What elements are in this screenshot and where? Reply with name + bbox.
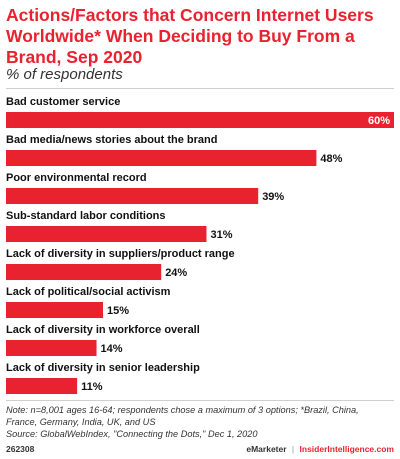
value-label: 48% — [320, 153, 342, 165]
note-line-1: Note: n=8,001 ages 16-64; respondents ch… — [6, 405, 359, 415]
top-divider — [6, 88, 394, 89]
value-label: 39% — [262, 191, 284, 203]
value-label: 11% — [81, 381, 103, 393]
category-label: Lack of diversity in suppliers/product r… — [6, 248, 235, 260]
value-label: 60% — [368, 115, 390, 127]
category-label: Lack of diversity in senior leadership — [6, 362, 200, 374]
bar — [6, 112, 394, 128]
bar — [6, 188, 259, 204]
brand-site: InsiderIntelligence.com — [299, 444, 394, 454]
source-line: Source: GlobalWebIndex, "Connecting the … — [6, 429, 258, 439]
chart-subtitle: % of respondents — [6, 66, 123, 83]
category-label: Sub-standard labor conditions — [6, 210, 166, 222]
bar — [6, 226, 207, 242]
value-label: 15% — [107, 305, 129, 317]
bar — [6, 378, 78, 394]
category-label: Poor environmental record — [6, 172, 147, 184]
bar — [6, 302, 103, 318]
bar — [6, 150, 317, 166]
chart-title: Actions/Factors that Concern Internet Us… — [6, 5, 374, 67]
value-label: 24% — [165, 267, 187, 279]
chart-notes: Note: n=8,001 ages 16-64; respondents ch… — [6, 404, 391, 440]
footer-brand: eMarketer | InsiderIntelligence.com — [246, 444, 394, 454]
bottom-divider — [6, 400, 394, 401]
note-line-2: France, Germany, India, UK, and US — [6, 417, 156, 427]
brand-separator: | — [291, 444, 295, 454]
value-label: 31% — [210, 229, 232, 241]
value-label: 14% — [101, 343, 123, 355]
category-label: Bad media/news stories about the brand — [6, 134, 218, 146]
brand-name: eMarketer — [246, 444, 287, 454]
chart-id: 262308 — [6, 444, 35, 454]
category-label: Lack of political/social activism — [6, 286, 171, 298]
bar-chart: Bad customer service 60% Bad media/news st… — [6, 96, 394, 394]
bar — [6, 340, 97, 356]
category-label: Lack of diversity in workforce overall — [6, 324, 200, 336]
bar — [6, 264, 162, 280]
category-label: Bad customer service — [6, 96, 120, 108]
